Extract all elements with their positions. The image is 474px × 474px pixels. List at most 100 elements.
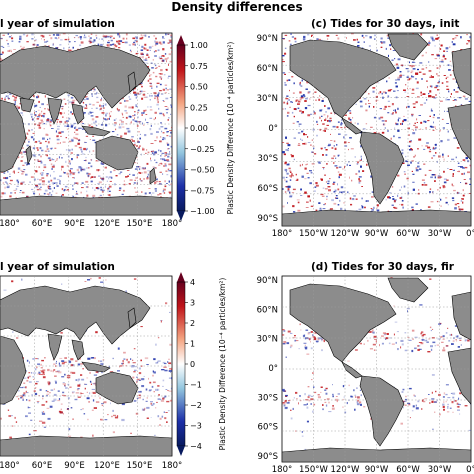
density-cell — [38, 126, 42, 129]
density-cell — [15, 197, 17, 199]
density-cell — [136, 381, 138, 384]
density-cell — [427, 146, 431, 149]
density-cell — [139, 37, 143, 40]
density-cell — [459, 392, 462, 395]
density-cell — [347, 191, 349, 194]
density-cell — [415, 203, 418, 205]
density-cell — [36, 166, 37, 168]
density-cell — [166, 142, 169, 145]
density-cell — [397, 78, 400, 81]
density-cell — [22, 386, 26, 389]
density-cell — [27, 163, 30, 165]
density-cell — [26, 392, 29, 394]
density-cell — [25, 390, 27, 393]
density-cell — [334, 112, 336, 114]
density-cell — [75, 379, 78, 381]
density-cell — [80, 41, 84, 44]
antarctica-c-landmass — [0, 435, 172, 456]
density-cell — [380, 46, 383, 48]
density-cell — [306, 163, 308, 165]
density-cell — [149, 75, 151, 77]
density-cell — [62, 382, 65, 383]
density-cell — [465, 157, 468, 160]
density-cell — [107, 414, 109, 416]
density-cell — [469, 403, 471, 405]
density-cell — [154, 55, 157, 57]
density-cell — [372, 87, 376, 89]
density-cell — [387, 37, 389, 39]
density-cell — [57, 390, 60, 392]
density-cell — [126, 37, 128, 40]
density-cell — [420, 33, 423, 36]
density-cell — [378, 117, 381, 120]
density-cell — [440, 336, 443, 338]
density-cell — [144, 407, 146, 410]
density-cell — [164, 395, 167, 398]
density-cell — [300, 97, 304, 99]
density-cell — [28, 399, 31, 402]
density-cell — [28, 375, 31, 378]
density-cell — [43, 166, 47, 169]
density-cell — [119, 40, 123, 43]
density-cell — [419, 62, 423, 64]
density-cell — [296, 178, 299, 181]
density-cell — [147, 173, 149, 176]
density-cell — [87, 186, 89, 189]
density-cell — [307, 142, 311, 143]
density-cell — [340, 119, 343, 121]
density-cell — [310, 172, 313, 174]
density-cell — [83, 112, 86, 114]
density-cell — [416, 81, 419, 84]
density-cell — [167, 168, 170, 170]
density-cell — [156, 85, 158, 88]
density-cell — [148, 188, 151, 189]
density-cell — [25, 138, 28, 140]
density-cell — [12, 331, 14, 333]
density-cell — [60, 332, 63, 334]
density-cell — [405, 68, 409, 70]
density-cell — [108, 176, 112, 178]
density-cell — [31, 372, 33, 374]
density-cell — [169, 41, 172, 43]
density-cell — [128, 183, 131, 185]
density-cell — [285, 98, 289, 100]
density-cell — [58, 156, 60, 159]
density-cell — [148, 36, 150, 38]
density-cell — [334, 112, 336, 115]
density-cell — [168, 170, 172, 172]
density-cell — [164, 155, 166, 157]
density-cell — [56, 135, 59, 138]
density-cell — [137, 109, 140, 112]
density-cell — [166, 60, 167, 63]
density-cell — [365, 109, 368, 112]
density-cell — [392, 198, 395, 200]
density-cell — [311, 35, 313, 37]
density-cell — [116, 42, 120, 44]
density-cell — [37, 149, 39, 151]
density-cell — [55, 130, 57, 133]
density-cell — [301, 435, 304, 437]
density-cell — [303, 133, 305, 136]
density-cell — [398, 136, 401, 139]
panel-b-land — [282, 33, 471, 226]
density-cell — [331, 199, 334, 202]
x-tick-label: 180° — [272, 229, 292, 239]
density-cell — [288, 401, 290, 404]
density-cell — [133, 89, 135, 91]
density-cell — [337, 121, 340, 123]
density-cell — [168, 358, 170, 360]
density-cell — [467, 40, 470, 41]
density-cell — [146, 417, 149, 419]
density-cell — [409, 387, 412, 390]
density-cell — [72, 172, 76, 174]
colorbar-tick-label: 0.25 — [190, 103, 208, 112]
density-cell — [51, 182, 55, 184]
density-cell — [448, 340, 451, 342]
density-cell — [423, 148, 426, 150]
density-cell — [158, 164, 161, 166]
density-cell — [407, 105, 410, 108]
density-cell — [112, 37, 115, 39]
density-cell — [289, 191, 291, 194]
density-cell — [390, 113, 394, 115]
density-cell — [162, 48, 165, 51]
